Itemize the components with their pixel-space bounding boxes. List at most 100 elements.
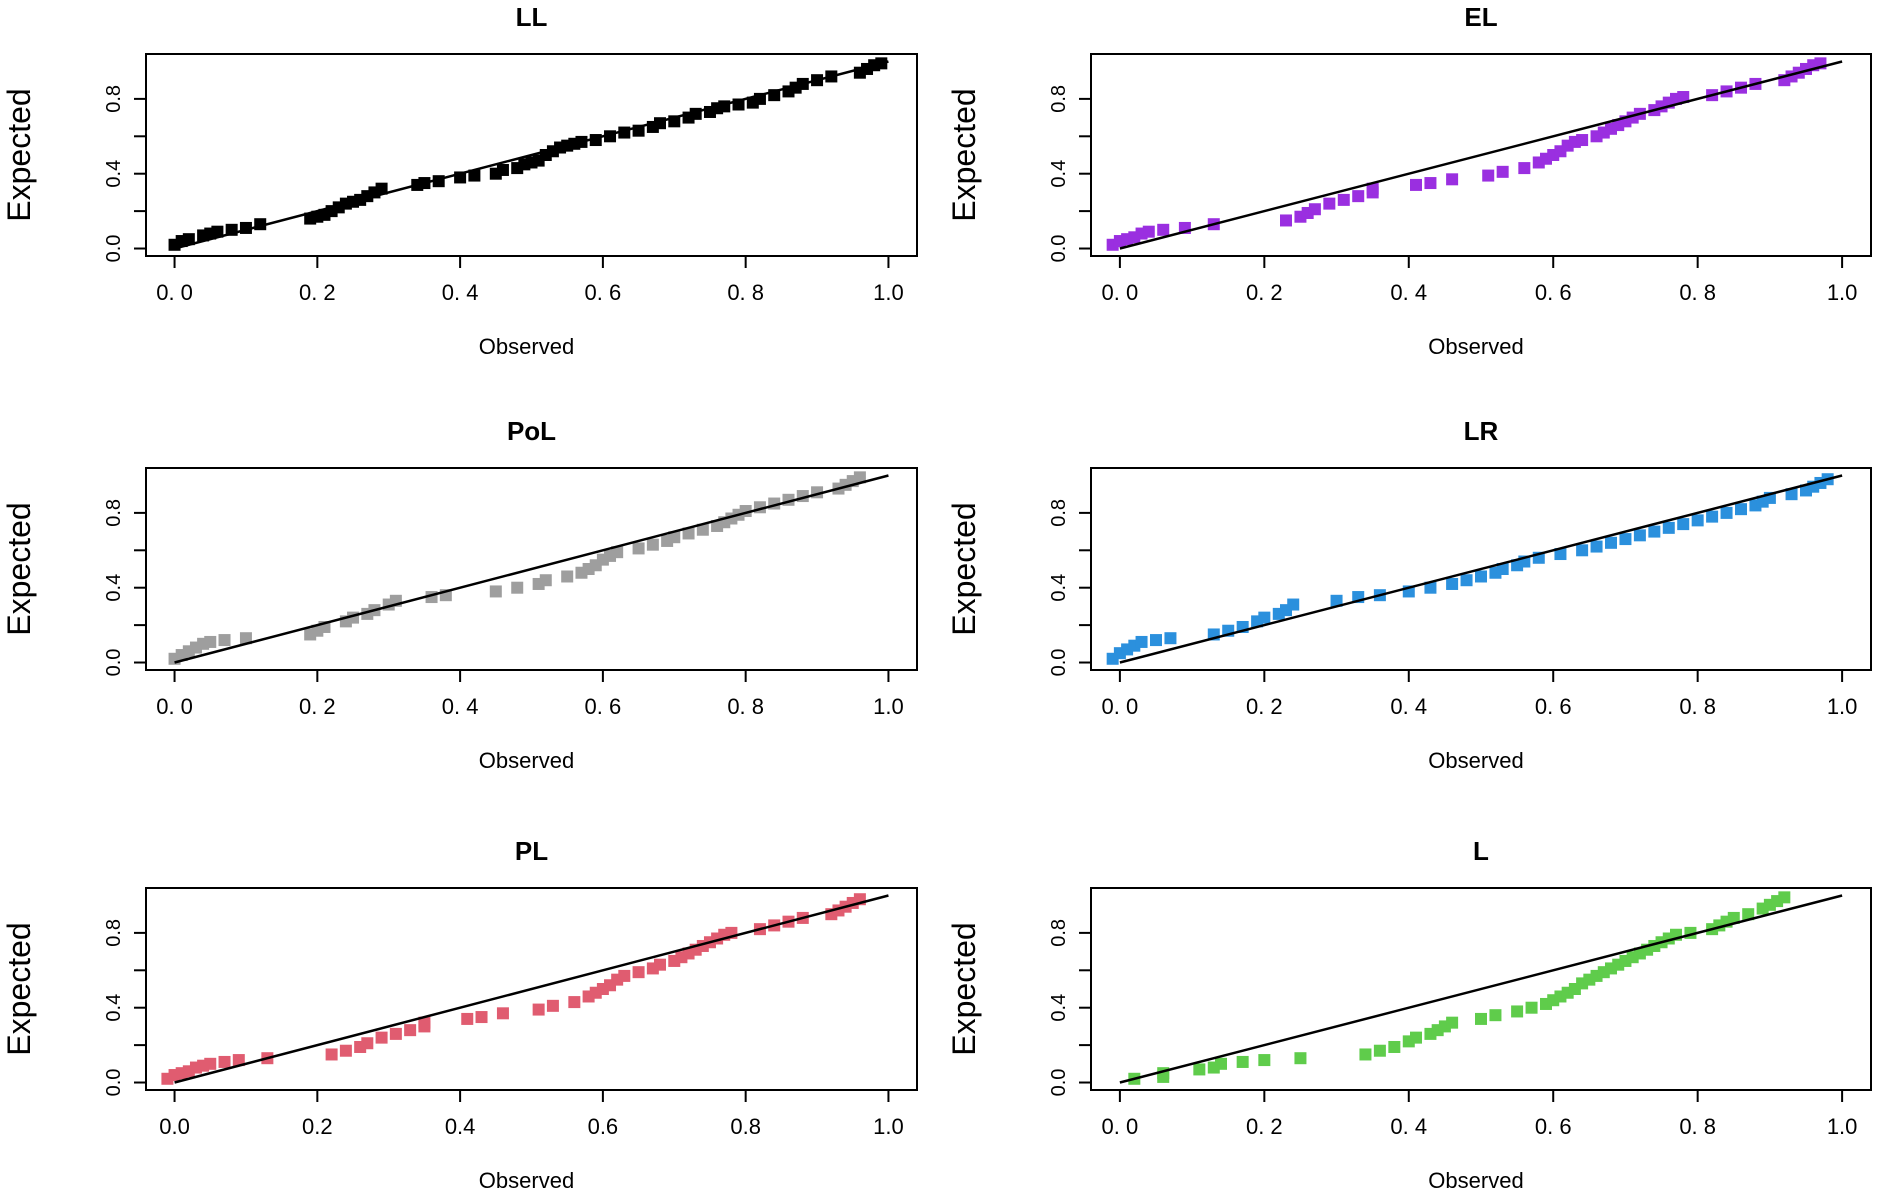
y-tick-label: 0.0 bbox=[1048, 235, 1070, 263]
data-point bbox=[1662, 521, 1675, 534]
x-tick-label: 0. 0 bbox=[156, 280, 193, 305]
panel-lr: LR 0. 0 0. 2 0. 4 0. 6 0. 8 1.0 0.0 0.4 0.8 Observ… bbox=[946, 416, 1872, 773]
y-axis-label: Expected bbox=[946, 922, 982, 1055]
data-point bbox=[1337, 193, 1350, 206]
data-point bbox=[1215, 1057, 1227, 1070]
y-tick-label: 0.0 bbox=[1048, 649, 1070, 677]
data-point bbox=[1735, 503, 1747, 516]
y-tick-label: 0.0 bbox=[103, 649, 125, 677]
reference-line bbox=[1119, 894, 1843, 1084]
data-point bbox=[682, 527, 695, 540]
y-tick-label: 0.8 bbox=[103, 919, 125, 947]
data-point bbox=[1258, 611, 1271, 624]
x-tick-label: 0. 6 bbox=[1535, 1114, 1572, 1139]
data-point bbox=[1496, 563, 1509, 575]
data-point bbox=[632, 966, 645, 979]
panel-ll: LL 0. 0 0. 2 0. 4 0. 6 0. 8 1.0 0.0 0.4 0.8 Observ… bbox=[1, 2, 918, 359]
y-tick-label: 0.4 bbox=[1048, 574, 1070, 602]
x-tick-label: 1.0 bbox=[873, 694, 904, 719]
x-axis-label: Observed bbox=[479, 334, 574, 359]
y-tick-label: 0.0 bbox=[103, 235, 125, 263]
data-point bbox=[1236, 1055, 1249, 1068]
x-tick-label: 0. 8 bbox=[1679, 280, 1716, 305]
x-tick-label: 0.4 bbox=[445, 1114, 476, 1139]
y-tick-label: 0.4 bbox=[103, 160, 125, 188]
data-point bbox=[1785, 488, 1798, 501]
data-point bbox=[1648, 525, 1661, 538]
data-point bbox=[182, 233, 195, 246]
x-tick-label: 0. 8 bbox=[1679, 694, 1716, 719]
data-point bbox=[1446, 173, 1459, 186]
data-point bbox=[1157, 223, 1170, 236]
data-point bbox=[1424, 581, 1437, 594]
x-tick-label: 0.0 bbox=[159, 1114, 190, 1139]
x-axis-label: Observed bbox=[479, 748, 574, 773]
panel-title: EL bbox=[1464, 2, 1497, 32]
x-tick-label: 0. 2 bbox=[299, 694, 336, 719]
y-tick-label: 0.0 bbox=[1048, 1069, 1070, 1097]
data-point bbox=[853, 471, 866, 484]
x-tick-label: 0. 2 bbox=[1246, 280, 1283, 305]
data-point bbox=[239, 632, 252, 645]
data-point bbox=[1482, 169, 1495, 182]
data-point bbox=[496, 163, 509, 176]
data-point bbox=[1677, 518, 1690, 531]
data-point bbox=[539, 574, 552, 587]
data-point bbox=[1410, 178, 1422, 191]
data-point bbox=[646, 538, 659, 551]
data-point bbox=[1677, 91, 1690, 104]
reference-line bbox=[174, 60, 889, 250]
data-point bbox=[1352, 190, 1365, 203]
data-point bbox=[561, 570, 574, 583]
data-point bbox=[325, 1048, 338, 1061]
data-point bbox=[1164, 632, 1177, 645]
y-tick-label: 0.8 bbox=[103, 85, 125, 113]
x-tick-label: 1.0 bbox=[873, 280, 904, 305]
data-point bbox=[375, 1031, 388, 1044]
data-point bbox=[1410, 1031, 1422, 1044]
reference-line bbox=[1119, 474, 1843, 664]
data-point bbox=[1778, 891, 1791, 904]
panel-title: LR bbox=[1464, 416, 1499, 446]
x-axis-label: Observed bbox=[1428, 334, 1523, 359]
data-point bbox=[1605, 536, 1617, 549]
data-point bbox=[489, 585, 502, 598]
data-point bbox=[1706, 510, 1719, 523]
data-point bbox=[1135, 635, 1148, 648]
x-tick-label: 0. 6 bbox=[1535, 280, 1572, 305]
x-tick-label: 0. 4 bbox=[442, 280, 479, 305]
x-tick-label: 0. 0 bbox=[156, 694, 193, 719]
data-point bbox=[1727, 911, 1740, 924]
x-tick-label: 1.0 bbox=[873, 1114, 904, 1139]
x-axis-label: Observed bbox=[479, 1168, 574, 1193]
data-point bbox=[218, 1055, 231, 1068]
y-axis-label: Expected bbox=[1, 922, 37, 1055]
data-point bbox=[546, 999, 559, 1012]
data-point bbox=[632, 542, 645, 555]
x-tick-label: 0.8 bbox=[730, 1114, 761, 1139]
data-point bbox=[1359, 1048, 1372, 1061]
data-point bbox=[204, 635, 217, 648]
data-point bbox=[1294, 1052, 1307, 1065]
data-point bbox=[1619, 533, 1632, 546]
data-point bbox=[1446, 577, 1459, 590]
x-tick-label: 0. 8 bbox=[1679, 1114, 1716, 1139]
data-point bbox=[1496, 165, 1509, 178]
y-axis-label: Expected bbox=[946, 88, 982, 221]
x-tick-label: 0. 0 bbox=[1102, 694, 1139, 719]
data-point bbox=[1576, 544, 1589, 557]
reference-line bbox=[174, 474, 889, 664]
x-tick-label: 0. 2 bbox=[1246, 694, 1283, 719]
data-point bbox=[1280, 214, 1292, 227]
x-tick-label: 0. 6 bbox=[585, 280, 622, 305]
x-tick-label: 0.6 bbox=[588, 1114, 619, 1139]
data-point bbox=[389, 1027, 402, 1040]
data-point bbox=[1308, 203, 1321, 216]
data-point bbox=[1323, 197, 1336, 210]
data-point bbox=[611, 546, 624, 559]
data-point bbox=[496, 1007, 509, 1020]
x-axis-label: Observed bbox=[1428, 748, 1523, 773]
x-axis-label: Observed bbox=[1428, 1168, 1523, 1193]
panel-l: L 0. 0 0. 2 0. 4 0. 6 0. 8 1.0 0.0 0.4 0.8 Observe… bbox=[946, 836, 1872, 1193]
